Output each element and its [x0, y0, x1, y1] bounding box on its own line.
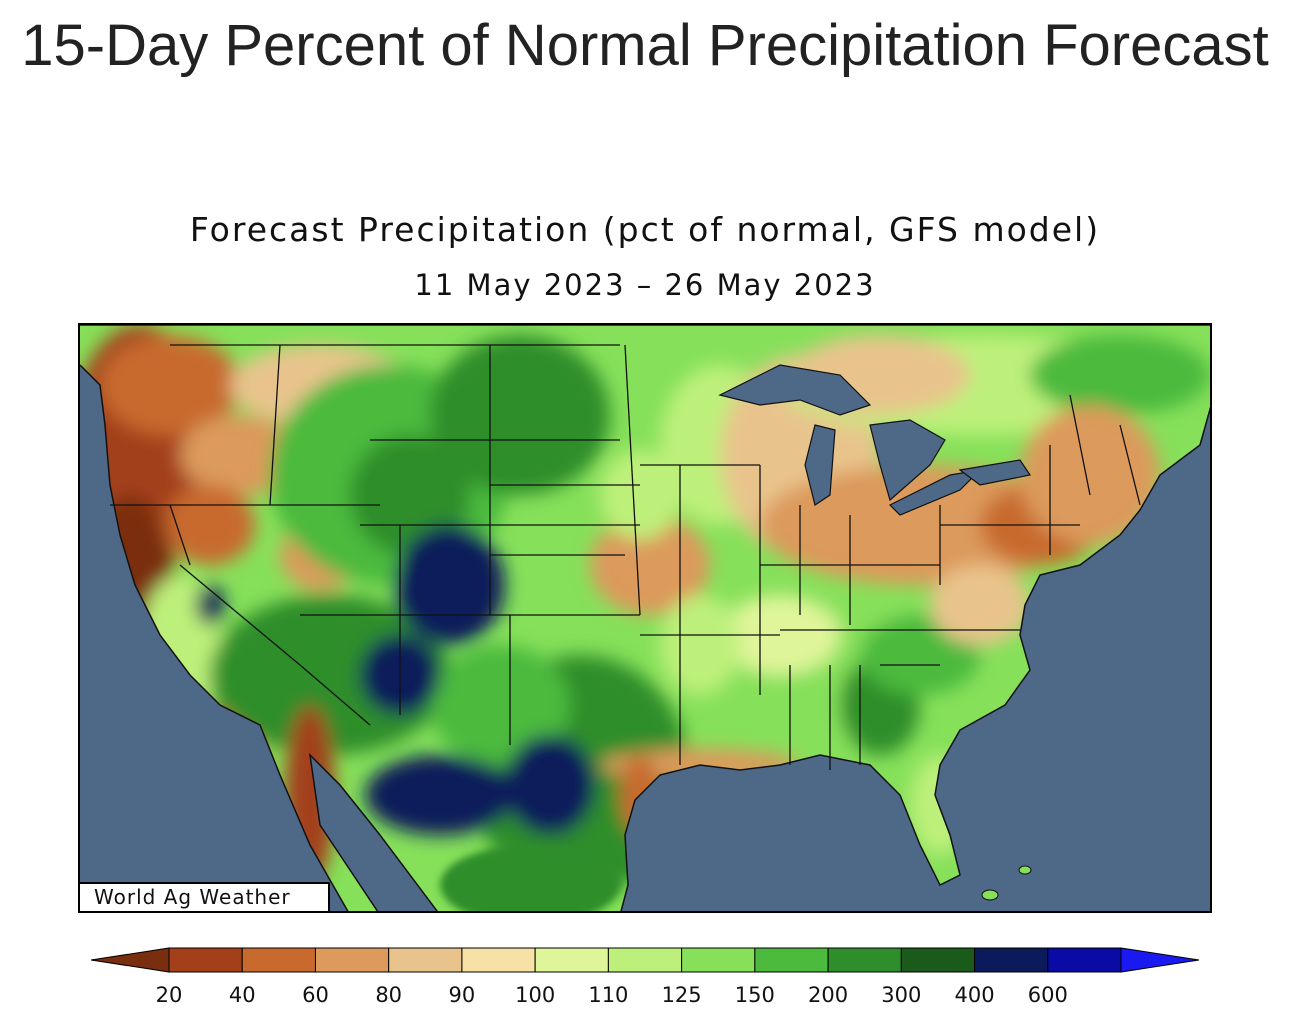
legend-tick-label: 110 — [588, 983, 628, 1007]
legend-swatch — [461, 947, 536, 973]
precipitation-map — [78, 323, 1212, 913]
legend-tick-label: 60 — [302, 983, 329, 1007]
legend-swatch — [607, 947, 683, 973]
map-date-range: 11 May 2023 – 26 May 2023 — [414, 268, 876, 302]
land-precip-field — [80, 325, 1210, 911]
legend-swatch — [827, 947, 902, 973]
legend-tick-label: 90 — [449, 983, 476, 1007]
legend-tick-label: 40 — [229, 983, 256, 1007]
color-legend: 20 40 60 80 90 100 110 125 150 200 300 400 600 — [90, 947, 1200, 1007]
legend-swatch-high — [1120, 947, 1200, 973]
map-credit: World Ag Weather — [78, 882, 330, 913]
legend-tick-label: 125 — [662, 983, 702, 1007]
legend-swatch — [388, 947, 463, 973]
legend-swatch — [754, 947, 829, 973]
legend-swatch — [241, 947, 316, 973]
legend-tick-label: 400 — [954, 983, 994, 1007]
legend-tick-label: 200 — [808, 983, 848, 1007]
legend-swatch — [534, 947, 609, 973]
legend-tick-label: 150 — [735, 983, 775, 1007]
legend-swatch — [168, 947, 243, 973]
legend-tick-label: 100 — [515, 983, 555, 1007]
legend-tick-label: 80 — [375, 983, 402, 1007]
legend-swatch — [314, 947, 390, 973]
legend-swatch — [974, 947, 1049, 973]
map-title: Forecast Precipitation (pct of normal, G… — [189, 210, 1101, 249]
legend-tick-label: 600 — [1028, 983, 1068, 1007]
legend-tick-label: 300 — [881, 983, 921, 1007]
legend-swatch — [900, 947, 976, 973]
legend-swatch — [681, 947, 756, 973]
legend-tick-label: 20 — [156, 983, 183, 1007]
legend-swatch-low — [90, 947, 170, 973]
page-title: 15-Day Percent of Normal Precipitation F… — [21, 13, 1269, 78]
legend-swatch — [1047, 947, 1122, 973]
